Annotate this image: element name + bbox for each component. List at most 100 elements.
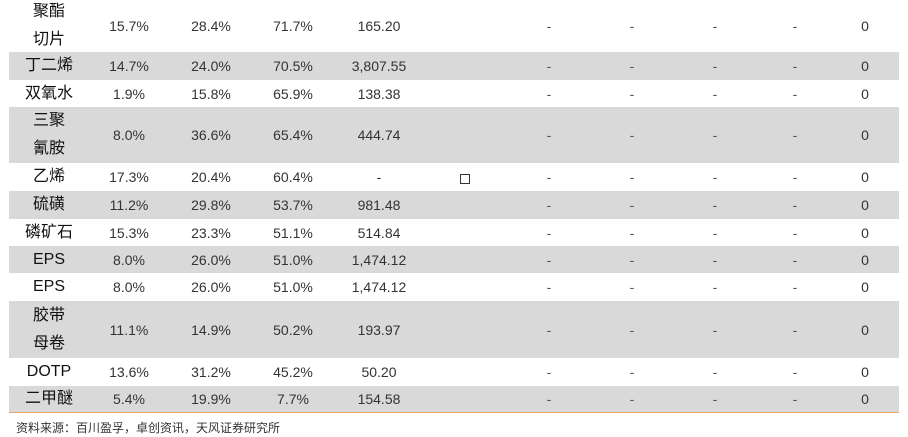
cell-dash-4: - [792,85,798,102]
cell-dash-3: - [712,85,718,102]
empty-square-icon [460,173,470,184]
cell-value-1: 5.4% [113,391,145,407]
cell-value-1: 11.1% [109,321,149,338]
cell-value-2: 24.0% [191,58,231,74]
cell-zero: 0 [861,18,869,34]
row-name: 双氧水 [24,84,73,102]
cell-dash-1: - [546,364,552,380]
row-name: 乙烯 [32,168,65,185]
cell-dash-2: - [629,279,635,295]
cell-dash-4: - [792,169,798,185]
data-table: 聚酯切片 15.7% 28.4% 71.7% 165.20 - - - - 0 … [9,0,899,413]
cell-value-3: 51.0% [273,251,313,268]
cell-dash-1: - [546,127,552,143]
cell-dash-4: - [792,58,798,74]
cell-dash-1: - [546,58,552,74]
cell-dash-3: - [712,169,718,185]
cell-dash-3: - [712,321,718,338]
cell-dash-2: - [629,251,635,268]
cell-value-2: 15.8% [191,85,231,102]
placeholder-box [422,163,508,191]
cell-dash-2: - [629,58,635,74]
cell-value-1: 1.9% [113,85,145,102]
cell-value-2: 26.0% [191,251,231,268]
cell-value-2: 28.4% [191,18,231,34]
cell-value-2: 23.3% [191,224,231,241]
cell-dash-1: - [546,18,552,34]
table-row: EPS 8.0% 26.0% 51.0% 1,474.12 - - - - 0 [9,246,899,273]
cell-value-3: 45.2% [273,364,313,380]
row-name: 丁二烯 [24,57,73,74]
cell-value-4: 444.74 [357,127,401,143]
cell-dash-3: - [712,279,718,295]
table-row: 胶带母卷 11.1% 14.9% 50.2% 193.97 - - - - 0 [9,301,899,358]
row-name: EPS [32,250,65,268]
table-row: DOTP 13.6% 31.2% 45.2% 50.20 - - - - 0 [9,358,899,386]
cell-dash-4: - [792,391,798,407]
cell-value-2: 19.9% [191,391,231,407]
cell-dash-1: - [546,251,552,268]
row-name: 聚酯切片 [32,3,65,48]
cell-zero: 0 [861,364,869,380]
cell-dash-2: - [629,197,635,213]
row-name: 磷矿石 [24,223,73,241]
table-row: 三聚氰胺 8.0% 36.6% 65.4% 444.74 - - - - 0 [9,107,899,163]
cell-value-4: 1,474.12 [351,251,407,268]
cell-value-4: 50.20 [361,364,397,380]
table-row: 双氧水 1.9% 15.8% 65.9% 138.38 - - - - 0 [9,80,899,107]
cell-value-2: 31.2% [191,364,231,380]
cell-value-3: 50.2% [273,321,313,338]
cell-value-2: 20.4% [191,169,231,185]
cell-value-2: 14.9% [191,321,231,338]
cell-value-1: 13.6% [109,364,149,380]
cell-value-1: 8.0% [113,279,145,295]
cell-value-4: 154.58 [357,391,401,407]
cell-value-3: 70.5% [273,58,313,74]
cell-value-1: 15.3% [109,224,149,241]
cell-value-3: 53.7% [273,197,313,213]
cell-dash-2: - [629,321,635,338]
table-row: 乙烯 17.3% 20.4% 60.4% - - - - - 0 [9,163,899,191]
table-row: 聚酯切片 15.7% 28.4% 71.7% 165.20 - - - - 0 [9,0,899,52]
cell-value-1: 17.3% [109,169,149,185]
cell-dash-1: - [546,279,552,295]
cell-dash-2: - [629,169,635,185]
cell-value-4: - [376,169,382,185]
cell-dash-4: - [792,127,798,143]
cell-value-4: 138.38 [357,85,401,102]
source-note: 资料来源：百川盈孚，卓创资讯，天风证券研究所 [16,421,281,435]
cell-value-1: 8.0% [113,251,145,268]
cell-dash-4: - [792,197,798,213]
cell-value-1: 14.7% [109,58,149,74]
cell-value-3: 60.4% [273,169,313,185]
cell-dash-4: - [792,279,798,295]
cell-value-1: 8.0% [113,127,145,143]
cell-dash-2: - [629,364,635,380]
row-name: 二甲醚 [24,390,73,407]
table-row: 磷矿石 15.3% 23.3% 51.1% 514.84 - - - - 0 [9,219,899,246]
cell-value-3: 7.7% [277,391,309,407]
cell-value-3: 65.4% [273,127,313,143]
cell-dash-4: - [792,321,798,338]
cell-value-2: 26.0% [191,279,231,295]
cell-value-3: 71.7% [273,18,313,34]
cell-value-4: 981.48 [357,197,401,213]
cell-value-3: 51.0% [273,279,313,295]
cell-dash-3: - [712,391,718,407]
row-name: 胶带母卷 [32,306,65,352]
cell-dash-2: - [629,18,635,34]
cell-zero: 0 [861,127,869,143]
table-row: 二甲醚 5.4% 19.9% 7.7% 154.58 - - - - 0 [9,386,899,413]
row-name: DOTP [26,363,72,380]
cell-value-3: 51.1% [273,224,313,241]
cell-value-1: 11.2% [109,197,149,213]
cell-dash-1: - [546,85,552,102]
cell-dash-4: - [792,364,798,380]
table-row: 硫磺 11.2% 29.8% 53.7% 981.48 - - - - 0 [9,191,899,219]
cell-dash-2: - [629,85,635,102]
cell-value-4: 514.84 [357,224,401,241]
cell-zero: 0 [861,224,869,241]
cell-dash-1: - [546,197,552,213]
table-row: 丁二烯 14.7% 24.0% 70.5% 3,807.55 - - - - 0 [9,52,899,80]
row-name: EPS [32,278,65,295]
